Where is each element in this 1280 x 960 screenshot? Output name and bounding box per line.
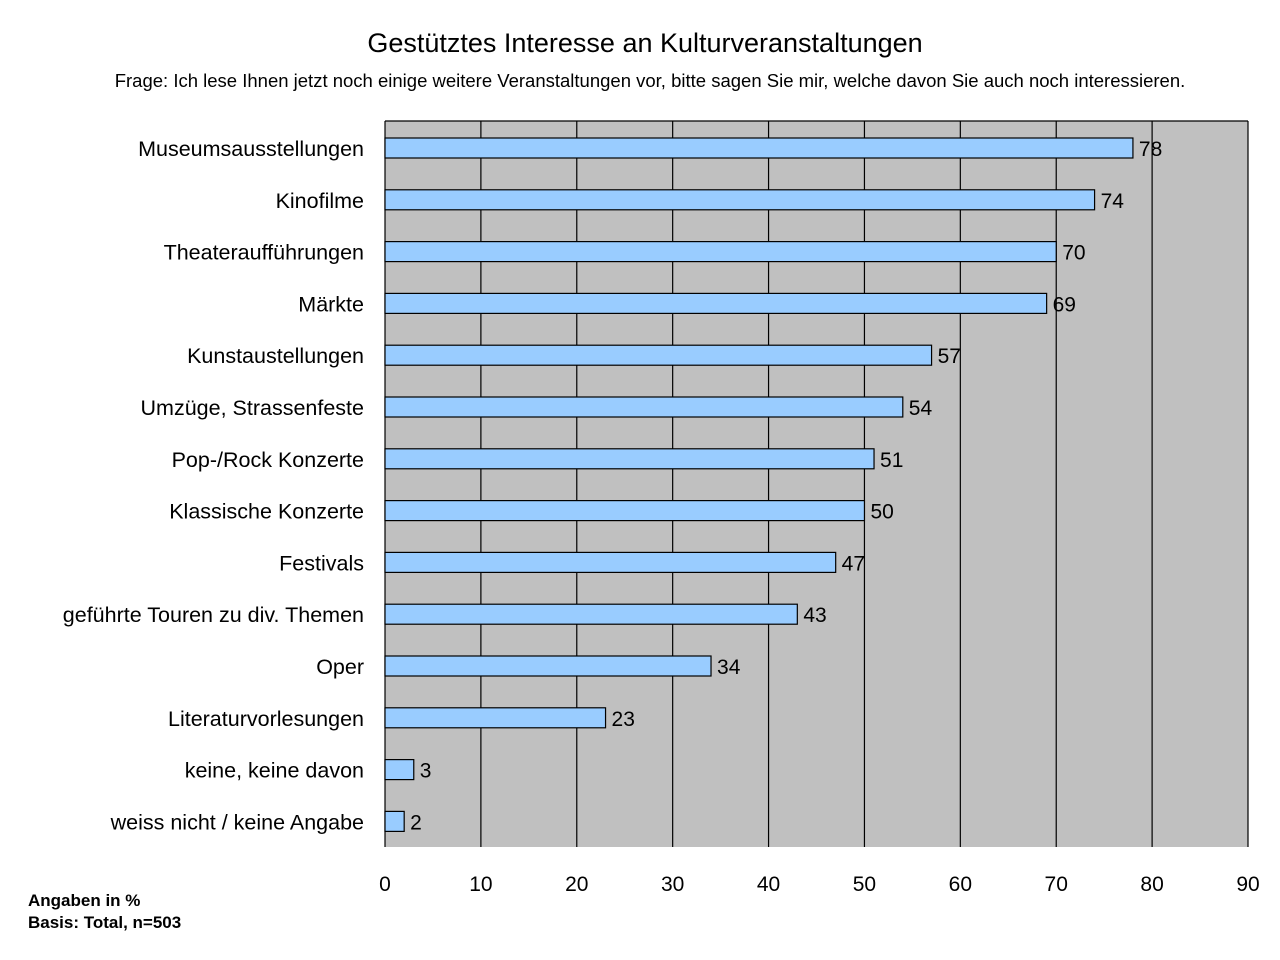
value-label: 74 (1101, 190, 1125, 213)
category-label: Pop-/Rock Konzerte (172, 448, 364, 472)
category-label: keine, keine davon (185, 759, 364, 783)
category-label: Kinofilme (276, 189, 364, 213)
x-axis-ticks: 0 10 20 30 40 50 60 70 80 90 (379, 873, 1260, 896)
category-label: Kunstaustellungen (187, 344, 364, 368)
value-label: 2 (410, 811, 422, 834)
plot-area (385, 121, 1248, 847)
x-tick-label: 30 (661, 873, 684, 896)
category-label: Festivals (279, 551, 364, 575)
chart-title: Gestütztes Interesse an Kulturveranstalt… (367, 28, 923, 58)
bar (384, 396, 904, 418)
chart-notes: Angaben in % Basis: Total, n=503 (28, 890, 181, 934)
category-label: weiss nicht / keine Angabe (110, 810, 364, 834)
bar (384, 551, 837, 574)
value-label: 3 (420, 760, 432, 783)
x-tick-label: 60 (949, 873, 972, 896)
bar (384, 241, 1057, 263)
category-label: Oper (316, 655, 364, 679)
value-label: 23 (612, 708, 635, 731)
x-tick-label: 0 (379, 873, 391, 896)
bar (384, 810, 405, 833)
x-tick-label: 80 (1140, 873, 1163, 896)
x-tick-label: 70 (1045, 873, 1068, 896)
bar (384, 758, 415, 781)
x-tick-label: 20 (565, 873, 588, 896)
category-label: Märkte (298, 292, 364, 316)
value-label: 47 (842, 552, 865, 575)
note-basis: Basis: Total, n=503 (28, 913, 182, 932)
bar (384, 500, 866, 522)
chart-subtitle: Frage: Ich lese Ihnen jetzt noch einige … (114, 70, 1186, 91)
category-labels: Museumsausstellungen Kinofilme Theaterauff… (63, 137, 364, 834)
category-label: Museumsausstellungen (138, 137, 364, 161)
note-units: Angaben in % (28, 891, 141, 910)
x-tick-label: 10 (469, 873, 492, 896)
bar (384, 137, 1134, 159)
value-label: 57 (938, 345, 961, 368)
x-tick-label: 40 (757, 873, 780, 896)
value-label: 69 (1053, 293, 1076, 316)
bar (384, 189, 1096, 211)
category-label: Klassische Konzerte (169, 500, 364, 524)
value-label: 51 (880, 449, 903, 472)
value-label: 70 (1062, 242, 1085, 265)
bar (384, 448, 875, 470)
bars (384, 137, 1134, 833)
value-label: 54 (909, 397, 933, 420)
category-label: Theateraufführungen (164, 241, 364, 265)
x-tick-label: 50 (853, 873, 876, 896)
bar (384, 707, 607, 729)
category-label: Literaturvorlesungen (168, 707, 364, 731)
x-tick-label: 90 (1236, 873, 1259, 896)
bar (384, 292, 1048, 314)
category-label: Umzüge, Strassenfeste (141, 396, 364, 420)
category-label: geführte Touren zu div. Themen (63, 603, 364, 627)
bar (384, 655, 712, 677)
bar (384, 344, 933, 366)
value-label: 78 (1139, 138, 1162, 161)
value-label: 50 (870, 501, 893, 524)
value-label: 43 (803, 604, 826, 627)
value-label: 34 (717, 656, 741, 679)
bar (384, 603, 798, 625)
value-labels: 78 74 70 69 57 54 51 50 47 43 34 23 3 2 (410, 138, 1162, 834)
